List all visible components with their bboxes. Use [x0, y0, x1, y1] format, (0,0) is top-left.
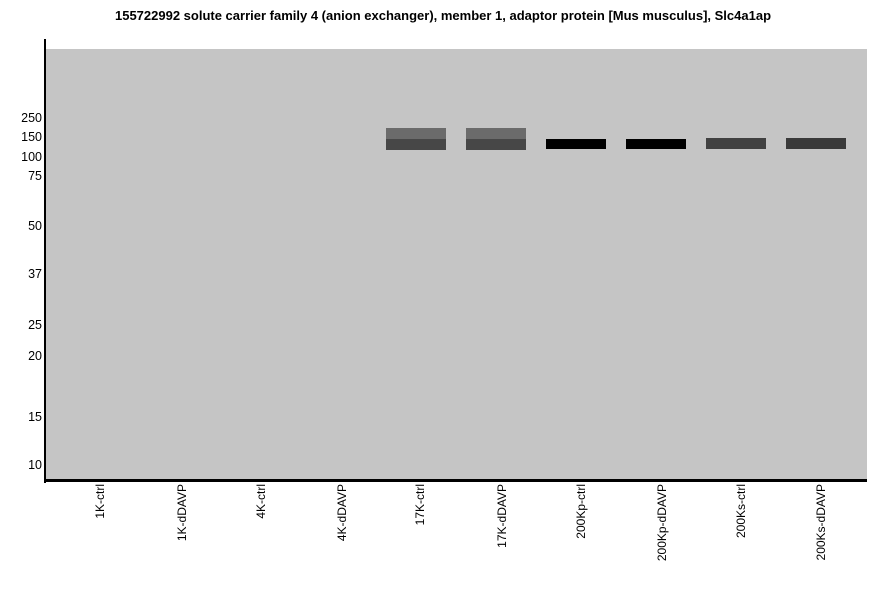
lane-label: 200Kp-dDAVP — [655, 484, 669, 562]
band-17K-ctrl — [386, 128, 446, 139]
y-axis-tick-label: 50 — [28, 219, 42, 233]
band-200Kp-dDAVP — [626, 139, 686, 149]
lane-label: 1K-dDAVP — [175, 484, 189, 542]
y-axis-tick-label: 25 — [28, 318, 42, 332]
lane-label: 4K-ctrl — [254, 484, 268, 519]
lane-label: 17K-dDAVP — [495, 484, 509, 548]
x-axis-line — [44, 479, 867, 482]
band-200Ks-ctrl — [706, 138, 766, 149]
y-axis-tick-label: 150 — [21, 130, 42, 144]
band-200Ks-dDAVP — [786, 138, 846, 149]
y-axis-tick-label: 10 — [28, 458, 42, 472]
band-17K-dDAVP — [466, 139, 526, 150]
lane-label: 1K-ctrl — [93, 484, 107, 519]
y-axis-line — [44, 39, 46, 483]
y-axis-tick-label: 37 — [28, 267, 42, 281]
y-axis-tick-label: 75 — [28, 169, 42, 183]
lane-label: 17K-ctrl — [413, 484, 427, 526]
lane-label: 200Ks-ctrl — [734, 484, 748, 539]
lane-label: 200Kp-ctrl — [574, 484, 588, 539]
chart-title: 155722992 solute carrier family 4 (anion… — [114, 8, 772, 23]
band-17K-ctrl — [386, 139, 446, 150]
y-axis-tick-label: 250 — [21, 111, 42, 125]
y-axis-tick-label: 20 — [28, 349, 42, 363]
band-17K-dDAVP — [466, 128, 526, 139]
y-axis-tick-label: 100 — [21, 150, 42, 164]
gel-background — [46, 49, 867, 479]
lane-label: 4K-dDAVP — [335, 484, 349, 542]
band-200Kp-ctrl — [546, 139, 606, 149]
y-axis-tick-label: 15 — [28, 410, 42, 424]
lane-label: 200Ks-dDAVP — [814, 484, 828, 561]
